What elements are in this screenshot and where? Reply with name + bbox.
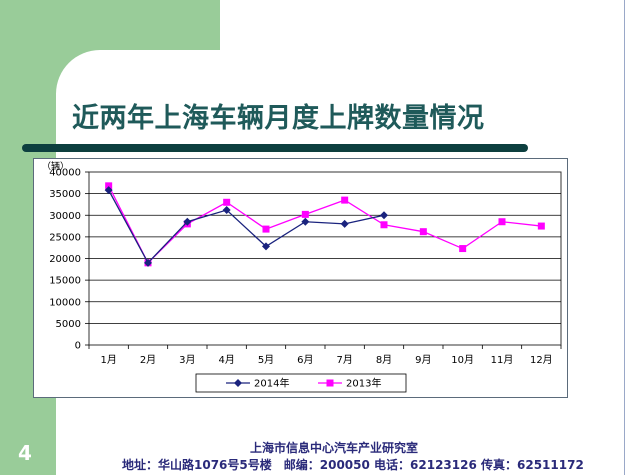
data-point-2014 (183, 217, 192, 226)
x-tick-label: 4月 (218, 354, 234, 366)
y-tick-label: 20000 (49, 254, 81, 265)
x-tick-label: 3月 (179, 354, 195, 366)
data-point-2013 (498, 218, 506, 226)
data-point-2014 (380, 211, 388, 220)
data-point-2013 (105, 182, 113, 190)
y-unit-label: （辆） (42, 160, 69, 172)
legend-box (195, 373, 407, 393)
title-underline (22, 144, 528, 152)
chart-frame: （辆） 0 5000 10000 15000 20000 25000 30000 35000 40… (33, 158, 568, 398)
page-number: 4 (18, 441, 32, 465)
data-point-2014 (144, 258, 152, 267)
x-tick-label: 9月 (415, 354, 431, 366)
y-tick-label: 0 (75, 341, 81, 352)
data-point-2013 (537, 222, 545, 230)
x-tick-label: 6月 (297, 354, 313, 366)
legend-marker-diamond (234, 379, 242, 387)
line-chart: （辆） 0 5000 10000 15000 20000 25000 30000 35000 40… (42, 160, 562, 393)
x-tick-label: 12月 (530, 354, 553, 366)
data-point-2013 (380, 221, 388, 229)
x-tick-label: 2月 (140, 354, 156, 366)
data-point-2013 (262, 225, 270, 233)
y-tick-label: 25000 (49, 232, 81, 243)
y-tick-label: 10000 (49, 297, 81, 308)
footer-organization: 上海市信息中心汽车产业研究室 (250, 441, 419, 455)
data-point-2014 (222, 206, 231, 215)
footer-address: 地址：华山路1076号5号楼 邮编：200050 电话：62123126 传真：… (122, 458, 584, 472)
data-point-2013 (223, 198, 231, 206)
x-tick-label: 5月 (258, 354, 274, 366)
y-tick-label: 40000 (49, 168, 81, 179)
y-tick-label: 5000 (56, 319, 81, 330)
legend-label: 2013年 (346, 377, 381, 390)
x-tick-label: 11月 (491, 354, 514, 366)
legend-label: 2014年 (254, 377, 289, 390)
data-point-2013 (341, 196, 349, 204)
x-tick-label: 8月 (376, 354, 392, 366)
y-tick-label: 30000 (49, 211, 81, 222)
y-tick-label: 15000 (49, 276, 81, 287)
y-tick-label: 35000 (49, 189, 81, 200)
slide-title: 近两年上海车辆月度上牌数量情况 (72, 103, 485, 134)
x-tick-label: 1月 (100, 354, 116, 366)
data-point-2014 (340, 219, 349, 228)
data-point-2014 (104, 186, 113, 195)
right-border-line (624, 0, 625, 475)
data-point-2013 (419, 228, 427, 236)
x-tick-label: 7月 (336, 354, 352, 366)
data-point-2014 (262, 242, 270, 251)
series-line-1 (108, 185, 542, 264)
legend-marker-square (326, 379, 334, 387)
series-line-0 (108, 189, 385, 264)
data-point-2013 (459, 245, 467, 253)
x-tick-label: 10月 (451, 354, 474, 366)
data-point-2014 (301, 217, 310, 226)
data-point-2013 (301, 210, 309, 218)
